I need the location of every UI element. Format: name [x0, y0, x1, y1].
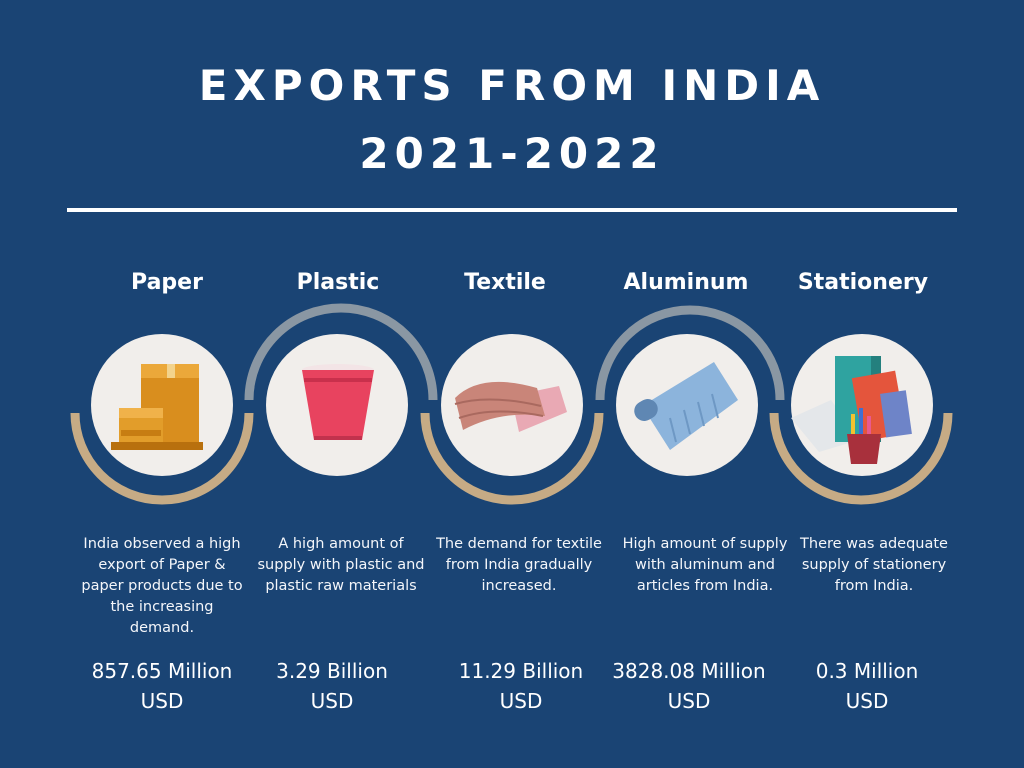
description-plastic: A high amount of supply with plastic and…	[257, 536, 425, 594]
stationery-circle	[791, 334, 933, 476]
amount-stationery-unit: USD	[845, 689, 889, 713]
amount-paper-unit: USD	[140, 689, 184, 713]
description-paper: India observed a high export of Paper & …	[81, 536, 243, 636]
arc-plastic-top	[244, 303, 438, 401]
plastic-circle	[266, 334, 408, 476]
textile-circle	[441, 334, 583, 476]
amount-plastic-value: 3.29 Billion	[276, 659, 388, 683]
description-textile: The demand for textile from India gradua…	[436, 536, 602, 594]
amount-textile-value: 11.29 Billion	[458, 659, 584, 683]
arc-aluminum-top	[595, 305, 785, 401]
category-label-stationery: Stationery	[797, 270, 929, 295]
amount-textile-unit: USD	[499, 689, 543, 713]
description-stationery: There was adequate supply of stationery …	[800, 536, 948, 594]
amount-textile: 11.29 Billion USD	[426, 656, 616, 716]
category-label-paper: Paper	[131, 270, 203, 295]
amount-paper: 857.65 Million USD	[67, 656, 257, 716]
arc-textile-bottom	[420, 412, 604, 505]
aluminum-circle	[616, 334, 758, 476]
aluminum-foil-roll-icon	[634, 362, 738, 450]
category-label-plastic: Plastic	[296, 270, 380, 295]
arc-stationery-bottom	[769, 412, 953, 505]
title-line-1: EXPORTS FROM INDIA	[198, 61, 826, 110]
paper-circle	[91, 334, 233, 476]
arc-paper-bottom	[70, 412, 254, 505]
amount-aluminum: 3828.08 Million USD	[594, 656, 784, 716]
stationery-books-pencils-icon	[791, 356, 912, 464]
amount-aluminum-value: 3828.08 Million	[612, 659, 766, 683]
description-aluminum: High amount of supply with aluminum and …	[622, 536, 788, 594]
amount-plastic-unit: USD	[310, 689, 354, 713]
folded-textile-icon	[454, 381, 567, 432]
amount-stationery-value: 0.3 Million	[815, 659, 919, 683]
amount-stationery: 0.3 Million USD	[772, 656, 962, 716]
category-label-aluminum: Aluminum	[623, 270, 749, 295]
amount-plastic: 3.29 Billion USD	[237, 656, 427, 716]
title-line-2: 2021-2022	[359, 129, 665, 178]
plastic-cup-icon	[302, 364, 374, 440]
amount-aluminum-unit: USD	[667, 689, 711, 713]
amount-paper-value: 857.65 Million	[91, 659, 233, 683]
category-label-textile: Textile	[464, 270, 546, 295]
paper-boxes-icon	[111, 364, 203, 450]
title-divider	[67, 208, 957, 212]
